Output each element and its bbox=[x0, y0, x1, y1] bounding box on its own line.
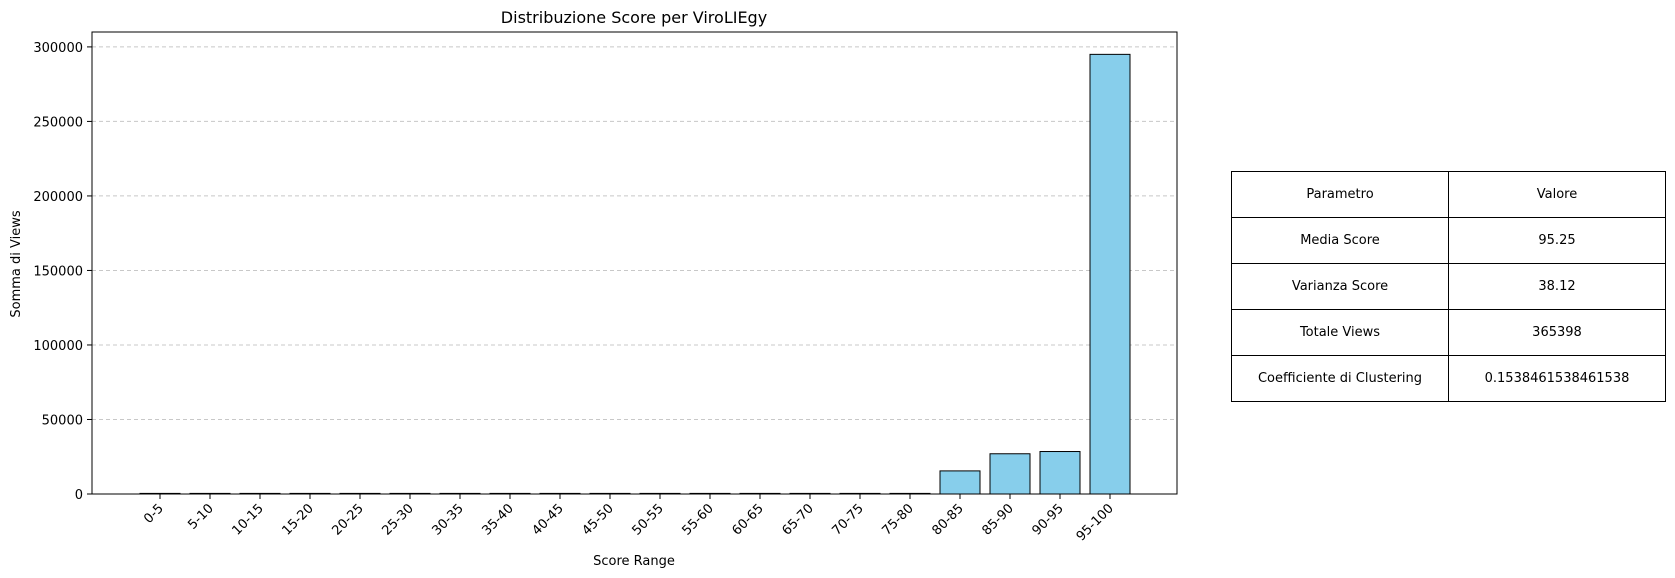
y-tick-label: 50000 bbox=[42, 413, 83, 428]
chart-title: Distribuzione Score per ViroLIEgy bbox=[501, 8, 767, 27]
x-tick-label: 10-15 bbox=[230, 501, 267, 538]
table-cell: Totale Views bbox=[1231, 309, 1449, 356]
x-tick-label: 20-25 bbox=[330, 501, 367, 538]
x-tick-label: 45-50 bbox=[580, 501, 617, 538]
table-header-row: Parametro Valore bbox=[1231, 171, 1666, 218]
table-cell: 365398 bbox=[1448, 309, 1666, 356]
x-tick-label: 80-85 bbox=[930, 501, 967, 538]
y-tick-label: 100000 bbox=[33, 339, 83, 354]
x-tick-label: 0-5 bbox=[141, 501, 167, 527]
y-tick-label: 0 bbox=[75, 488, 83, 503]
table-header-cell: Valore bbox=[1448, 171, 1666, 218]
stats-table: Parametro Valore Media Score 95.25 Varia… bbox=[1231, 171, 1666, 402]
x-tick-label: 60-65 bbox=[730, 501, 767, 538]
x-tick-label: 85-90 bbox=[980, 501, 1017, 538]
bar bbox=[1089, 53, 1131, 495]
x-tick-label: 90-95 bbox=[1030, 501, 1067, 538]
x-axis-ticks: 0-5 5-10 10-15 15-20 20-25 25-30 30-35 35-40 40-… bbox=[141, 494, 1117, 544]
table-row: Totale Views 365398 bbox=[1231, 309, 1666, 356]
x-tick-label: 65-70 bbox=[780, 501, 817, 538]
y-tick-label: 200000 bbox=[33, 190, 83, 205]
x-axis-title: Score Range bbox=[593, 554, 675, 569]
x-tick-label: 5-10 bbox=[185, 501, 216, 532]
table-cell: 0.1538461538461538 bbox=[1448, 355, 1666, 402]
table-cell: Coefficiente di Clustering bbox=[1231, 355, 1449, 402]
table-cell: 38.12 bbox=[1448, 263, 1666, 310]
x-tick-label: 25-30 bbox=[380, 501, 417, 538]
x-tick-label: 40-45 bbox=[530, 501, 567, 538]
table-row: Coefficiente di Clustering 0.15384615384… bbox=[1231, 355, 1666, 402]
table-header-cell: Parametro bbox=[1231, 171, 1449, 218]
x-tick-label: 15-20 bbox=[280, 501, 317, 538]
y-axis-ticks: 0 50000 100000 150000 200000 250000 300000 bbox=[33, 41, 92, 503]
bars bbox=[139, 53, 1131, 495]
table-cell: Varianza Score bbox=[1231, 263, 1449, 310]
x-tick-label: 75-80 bbox=[880, 501, 917, 538]
y-tick-label: 150000 bbox=[33, 264, 83, 279]
grid-lines bbox=[92, 46, 1177, 495]
x-tick-label: 70-75 bbox=[830, 501, 867, 538]
x-tick-label: 50-55 bbox=[630, 501, 667, 538]
x-tick-label: 55-60 bbox=[680, 501, 717, 538]
bar bbox=[989, 453, 1031, 495]
table-row: Media Score 95.25 bbox=[1231, 217, 1666, 264]
y-tick-label: 300000 bbox=[33, 41, 83, 56]
table-cell: 95.25 bbox=[1448, 217, 1666, 264]
y-tick-label: 250000 bbox=[33, 115, 83, 130]
bar bbox=[1039, 451, 1081, 495]
x-tick-label: 30-35 bbox=[430, 501, 467, 538]
plot-frame bbox=[91, 31, 1178, 495]
x-tick-label: 35-40 bbox=[480, 501, 517, 538]
table-row: Varianza Score 38.12 bbox=[1231, 263, 1666, 310]
bar bbox=[939, 470, 981, 495]
table-cell: Media Score bbox=[1231, 217, 1449, 264]
y-axis-title: Somma di Views bbox=[9, 210, 24, 317]
x-tick-label: 95-100 bbox=[1074, 501, 1117, 544]
